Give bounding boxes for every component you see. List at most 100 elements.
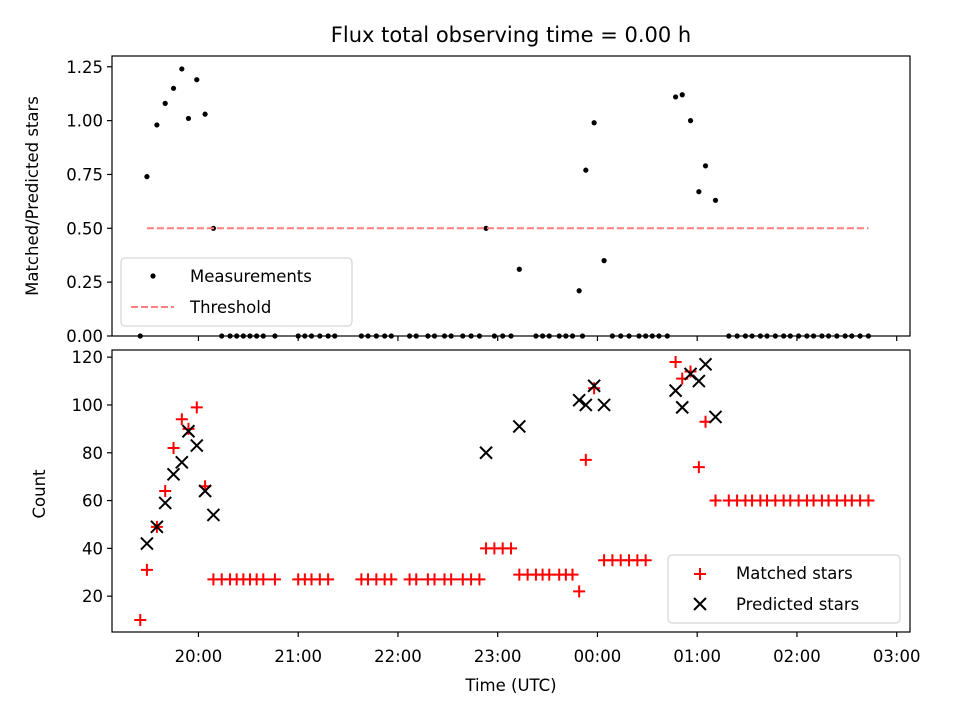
top-y-tick-label: 0.00: [66, 327, 103, 346]
bottom-y-tick-label: 40: [82, 539, 103, 558]
matched-star-point: [134, 614, 147, 627]
predicted-star-point: [692, 374, 706, 388]
measurement-point: [162, 100, 168, 106]
legend-measurements-label: Measurements: [190, 267, 312, 286]
top-y-axis-label: Matched/Predicted stars: [23, 96, 42, 296]
matched-star-point: [579, 453, 592, 466]
predicted-star-point: [190, 438, 204, 453]
matched-star-point: [322, 573, 335, 586]
predicted-star-point: [572, 393, 586, 407]
bottom-y-tick-label: 80: [82, 444, 103, 463]
measurement-point: [154, 122, 160, 128]
matched-star-point: [692, 461, 705, 474]
top-x-ticks: [197, 336, 898, 341]
measurement-point: [702, 163, 709, 169]
top-y-tick-label: 1.25: [66, 58, 103, 77]
measurement-point: [185, 115, 192, 122]
legend-matched-label: Matched stars: [736, 564, 853, 583]
predicted-star-point: [587, 379, 601, 393]
x-tick-label: 03:00: [873, 647, 921, 666]
predicted-star-point: [158, 496, 172, 510]
top-y-tick-label: 0.25: [66, 273, 103, 292]
matched-star-point: [684, 365, 697, 378]
predicted-star-point: [166, 467, 181, 481]
top-plot-area: [137, 66, 872, 339]
predicted-star-point: [206, 508, 221, 522]
measurement-point: [591, 120, 597, 126]
x-tick-label: 23:00: [474, 647, 522, 666]
x-tick-label: 22:00: [374, 647, 422, 666]
bottom-panel: 20 40 60 80 100 120 20:00 21:00 22:00 23:00 00:00…: [30, 348, 920, 695]
bottom-legend: Matched stars Predicted stars: [667, 554, 901, 624]
matched-star-point: [175, 413, 188, 426]
bottom-y-tick-label: 20: [82, 587, 103, 606]
matched-star-point: [588, 382, 601, 395]
x-tick-label: 02:00: [773, 647, 821, 666]
measurement-point: [672, 94, 679, 100]
bottom-y-ticks: 20 40 60 80 100 120: [72, 348, 112, 606]
bottom-axes-frame: [111, 349, 911, 633]
top-panel: 0.00 0.25 0.50 0.75 1.00 1.25 Matched/Predict…: [23, 55, 911, 346]
measurement-point: [576, 288, 582, 294]
bottom-y-tick-label: 100: [72, 396, 104, 415]
measurement-point: [144, 174, 150, 180]
predicted-star-point: [675, 400, 689, 415]
chart-title: Flux total observing time = 0.00 h: [331, 23, 691, 47]
matched-star-point: [566, 568, 579, 581]
measurement-point: [170, 85, 177, 91]
matched-star-point: [669, 355, 682, 368]
x-axis-label: Time (UTC): [464, 676, 556, 695]
predicted-star-point: [597, 398, 611, 412]
matched-star-point: [445, 573, 458, 586]
matched-star-point: [473, 573, 486, 586]
matched-star-point: [573, 585, 586, 598]
measurement-point: [179, 66, 185, 72]
matched-star-point: [505, 542, 517, 555]
predicted-star-point: [140, 536, 154, 551]
measurement-point: [687, 118, 694, 124]
matched-star-point: [159, 485, 172, 497]
predicted-star-point: [698, 357, 713, 372]
legend-predicted-label: Predicted stars: [736, 595, 859, 614]
top-axes-frame: [111, 55, 911, 337]
bottom-y-tick-label: 60: [82, 492, 103, 511]
matched-star-point: [190, 401, 203, 414]
x-tick-label: 21:00: [274, 647, 322, 666]
top-legend: Measurements Threshold: [120, 257, 353, 327]
x-tick-label: 00:00: [574, 647, 622, 666]
matched-star-point: [167, 441, 180, 454]
measurement-point: [194, 77, 200, 83]
bottom-legend-box: [667, 554, 901, 624]
matched-star-point: [709, 494, 722, 507]
x-tick-label: 20:00: [175, 647, 223, 666]
predicted-star-point: [479, 446, 493, 460]
matched-star-point: [862, 494, 875, 507]
top-legend-box: [120, 257, 353, 327]
matched-star-point: [140, 563, 153, 576]
measurement-point: [583, 167, 589, 173]
matched-star-point: [385, 573, 398, 586]
matched-star-point: [257, 573, 270, 586]
predicted-star-point: [175, 455, 189, 470]
legend-threshold-label: Threshold: [189, 298, 271, 317]
top-y-tick-label: 1.00: [66, 112, 103, 131]
matched-star-point: [268, 573, 281, 586]
matched-star-point: [639, 554, 652, 567]
predicted-star-point: [181, 424, 196, 438]
matched-star-point: [182, 422, 195, 435]
measurement-point: [202, 111, 208, 117]
bottom-x-ticks: 20:00 21:00 22:00 23:00 00:00 01:00 02:00 03:00: [175, 632, 921, 666]
legend-matched-marker: [694, 568, 706, 580]
legend-predicted-marker: [693, 597, 707, 611]
predicted-star-point: [198, 484, 212, 498]
bottom-y-tick-label: 120: [72, 348, 104, 367]
measurement-point: [679, 92, 685, 98]
predicted-star-point: [512, 419, 527, 434]
top-y-ticks: 0.00 0.25 0.50 0.75 1.00 1.25: [66, 58, 112, 346]
predicted-star-point: [668, 383, 683, 398]
predicted-star-point: [579, 398, 593, 412]
legend-measurements-marker: [150, 273, 156, 279]
top-y-tick-label: 0.50: [66, 219, 103, 238]
bottom-plot-area: [134, 355, 875, 627]
